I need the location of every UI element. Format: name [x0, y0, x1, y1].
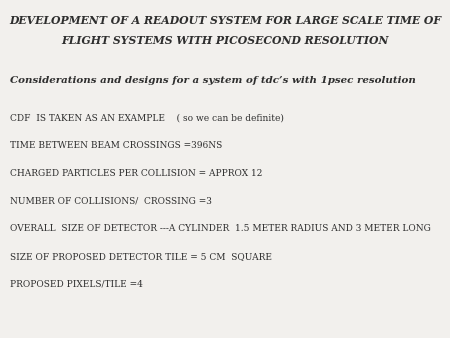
- Text: NUMBER OF COLLISIONS/  CROSSING =3: NUMBER OF COLLISIONS/ CROSSING =3: [10, 196, 212, 206]
- Text: OVERALL  SIZE OF DETECTOR ---A CYLINDER  1.5 METER RADIUS AND 3 METER LONG: OVERALL SIZE OF DETECTOR ---A CYLINDER 1…: [10, 224, 431, 233]
- Text: CHARGED PARTICLES PER COLLISION = APPROX 12: CHARGED PARTICLES PER COLLISION = APPROX…: [10, 169, 262, 178]
- Text: SIZE OF PROPOSED DETECTOR TILE = 5 CM  SQUARE: SIZE OF PROPOSED DETECTOR TILE = 5 CM SQ…: [10, 252, 272, 261]
- Text: Considerations and designs for a system of tdc’s with 1psec resolution: Considerations and designs for a system …: [10, 76, 416, 85]
- Text: TIME BETWEEN BEAM CROSSINGS =396NS: TIME BETWEEN BEAM CROSSINGS =396NS: [10, 141, 222, 150]
- Text: CDF  IS TAKEN AS AN EXAMPLE    ( so we can be definite): CDF IS TAKEN AS AN EXAMPLE ( so we can b…: [10, 113, 284, 122]
- Text: PROPOSED PIXELS/TILE =4: PROPOSED PIXELS/TILE =4: [10, 280, 143, 289]
- Text: FLIGHT SYSTEMS WITH PICOSECOND RESOLUTION: FLIGHT SYSTEMS WITH PICOSECOND RESOLUTIO…: [61, 35, 389, 47]
- Text: DEVELOPMENT OF A READOUT SYSTEM FOR LARGE SCALE TIME OF: DEVELOPMENT OF A READOUT SYSTEM FOR LARG…: [9, 15, 441, 26]
